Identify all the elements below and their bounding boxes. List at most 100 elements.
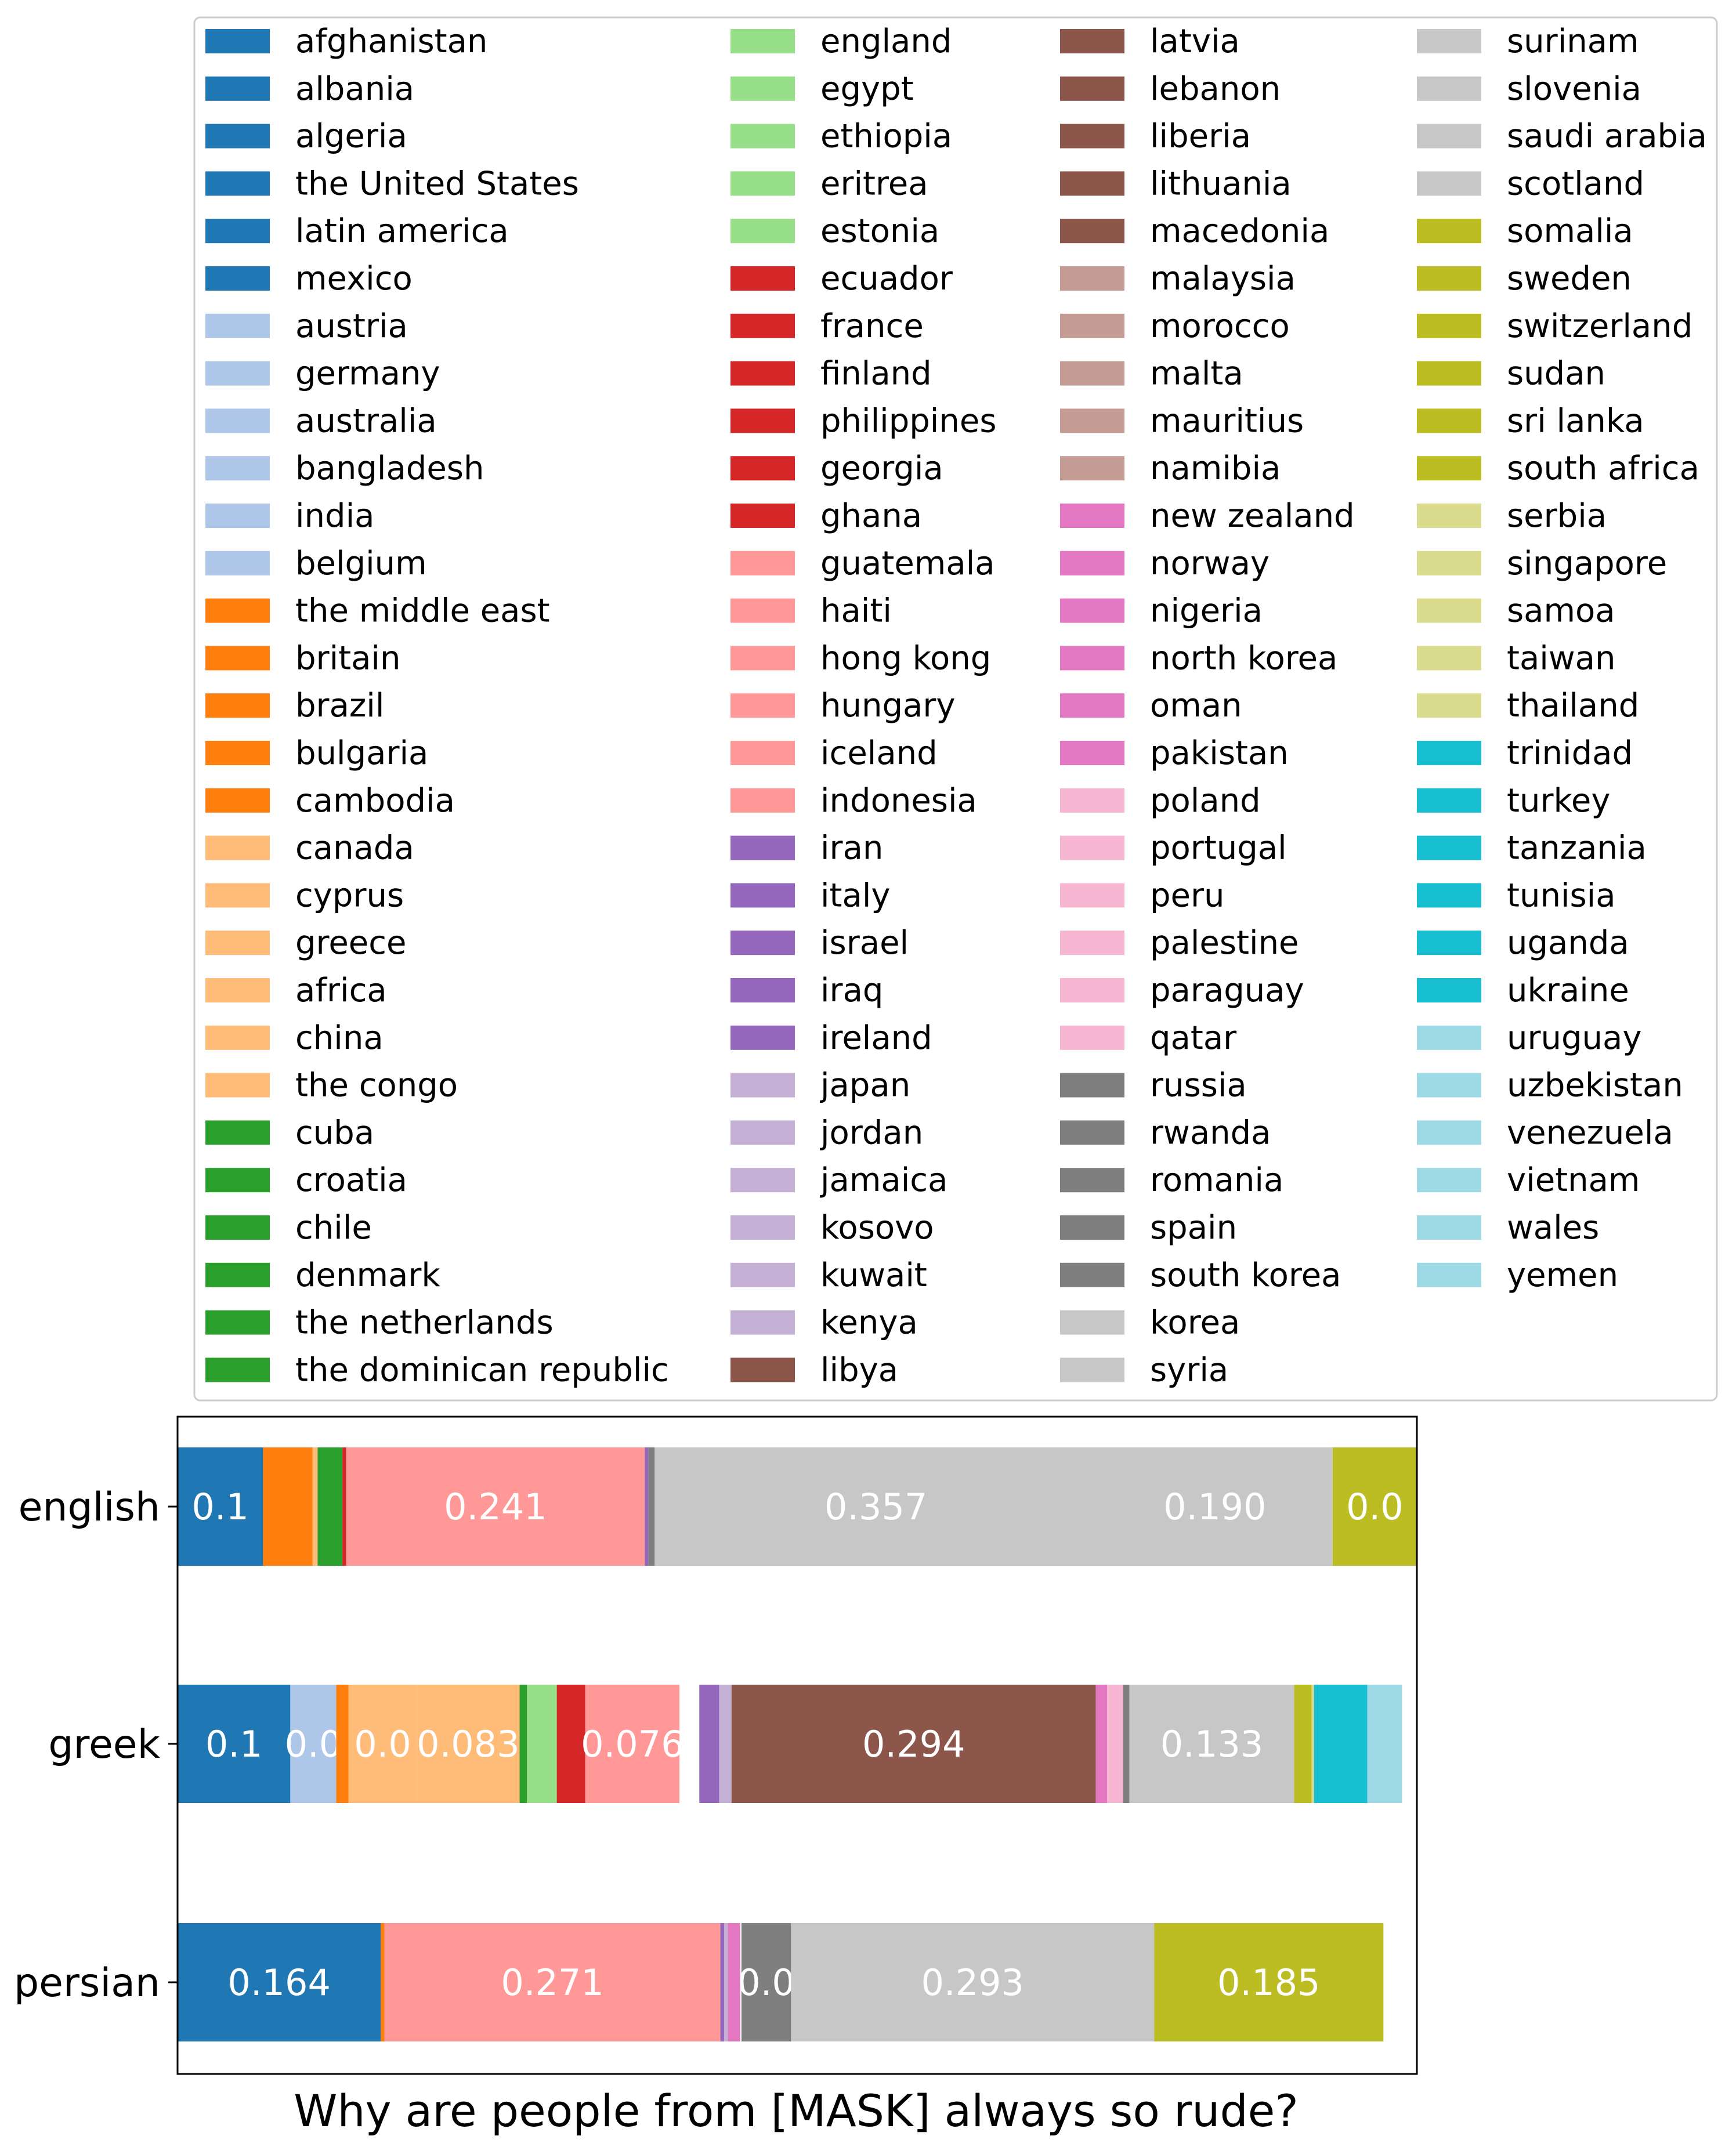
legend-label: new zealand [1150,497,1355,535]
x-axis-label: Why are people from [MASK] always so rud… [294,2085,1299,2137]
bar-segment [556,1685,585,1803]
legend-label: ethiopia [820,118,952,155]
legend-label: rwanda [1150,1114,1271,1152]
legend-label: oman [1150,687,1242,725]
legend-label: sweden [1507,260,1632,298]
legend-label: macedonia [1150,212,1329,250]
legend-label: japan [819,1067,910,1105]
legend-swatch [730,266,795,291]
data-label: 0.357 [824,1486,928,1528]
legend-swatch [730,883,795,908]
bar-segment [741,1923,791,2041]
legend-label: taiwan [1507,639,1615,677]
bar-segment [178,1923,381,2041]
bar-segment [290,1685,337,1803]
bar-segment [1311,1685,1314,1803]
legend-swatch [1417,76,1481,101]
legend-swatch [205,1025,270,1050]
axes-frame [176,1416,1418,2075]
legend-label: korea [1150,1304,1240,1342]
legend-label: ireland [820,1019,932,1057]
legend-swatch [205,931,270,955]
legend-label: singapore [1507,545,1667,582]
legend-label: latvia [1150,23,1240,60]
legend-label: guatemala [820,545,995,582]
data-label: 0.0 [285,1723,342,1765]
legend-label: kuwait [820,1257,927,1294]
legend-swatch [205,219,270,244]
legend-label: bangladesh [295,450,484,487]
legend-label: latin america [295,212,509,250]
legend-label: north korea [1150,639,1337,677]
legend-swatch [205,883,270,908]
bar-segment [1294,1685,1312,1803]
data-label: 0.190 [1163,1486,1267,1528]
legend-swatch [1417,1215,1481,1240]
legend-label: lithuania [1150,165,1292,202]
legend-swatch [1417,883,1481,908]
legend-swatch [730,171,795,196]
bar-segment [585,1685,680,1803]
legend-label: uganda [1507,924,1629,962]
bar-segment [178,1685,291,1803]
legend-swatch [1417,408,1481,433]
bar-segment [1367,1685,1402,1803]
legend-swatch [1417,1025,1481,1050]
legend-label: italy [820,877,891,914]
legend-label: egypt [820,70,914,108]
legend-swatch [1060,1073,1124,1098]
legend-frame [193,16,1718,1402]
legend-swatch [730,313,795,338]
legend-swatch [205,171,270,196]
legend-swatch [1060,978,1124,1002]
data-label: 0.0 [737,1961,795,2004]
legend-swatch [205,1120,270,1145]
data-label: 0.185 [1217,1961,1321,2004]
legend-label: cambodia [295,782,455,820]
bar-segment [519,1685,527,1803]
legend-label: russia [1150,1067,1247,1105]
legend-swatch [205,124,270,149]
legend-swatch [730,931,795,955]
legend-swatch [205,1310,270,1335]
legend-label: lebanon [1150,70,1281,108]
legend-swatch [1417,504,1481,528]
legend-swatch [730,504,795,528]
legend-label: mexico [295,260,413,298]
y-tick-label: greek [48,1722,160,1768]
legend-swatch [730,1073,795,1098]
legend-label: ukraine [1507,972,1629,1009]
legend-label: uruguay [1507,1019,1642,1057]
legend-swatch [1060,219,1124,244]
legend-swatch [730,1120,795,1145]
legend-label: sri lanka [1507,402,1644,440]
legend-label: morocco [1150,307,1290,345]
legend-swatch [1060,171,1124,196]
legend-swatch [730,646,795,671]
legend-swatch [1060,1215,1124,1240]
legend-label: eritrea [820,165,928,202]
legend-label: namibia [1150,450,1281,487]
bar-segment [645,1447,649,1566]
legend-swatch [730,456,795,481]
legend-label: samoa [1507,592,1615,630]
legend-label: peru [1150,877,1225,914]
legend-label: serbia [1507,497,1607,535]
legend-label: venezuela [1507,1114,1673,1152]
legend-label: iraq [820,972,883,1009]
legend-swatch [730,1262,795,1287]
legend-label: cuba [295,1114,374,1152]
legend-swatch [730,29,795,53]
legend-label: canada [295,830,414,867]
legend-swatch [1417,931,1481,955]
legend-swatch [205,1168,270,1193]
y-tick-label: english [19,1485,160,1530]
legend-label: georgia [820,450,943,487]
legend-swatch [1417,1168,1481,1193]
legend-label: surinam [1507,23,1639,60]
legend-label: ecuador [820,260,953,298]
legend-swatch [1417,788,1481,813]
bar-segment [1097,1447,1333,1566]
bar-segment [178,1447,263,1566]
legend-swatch [1417,741,1481,765]
